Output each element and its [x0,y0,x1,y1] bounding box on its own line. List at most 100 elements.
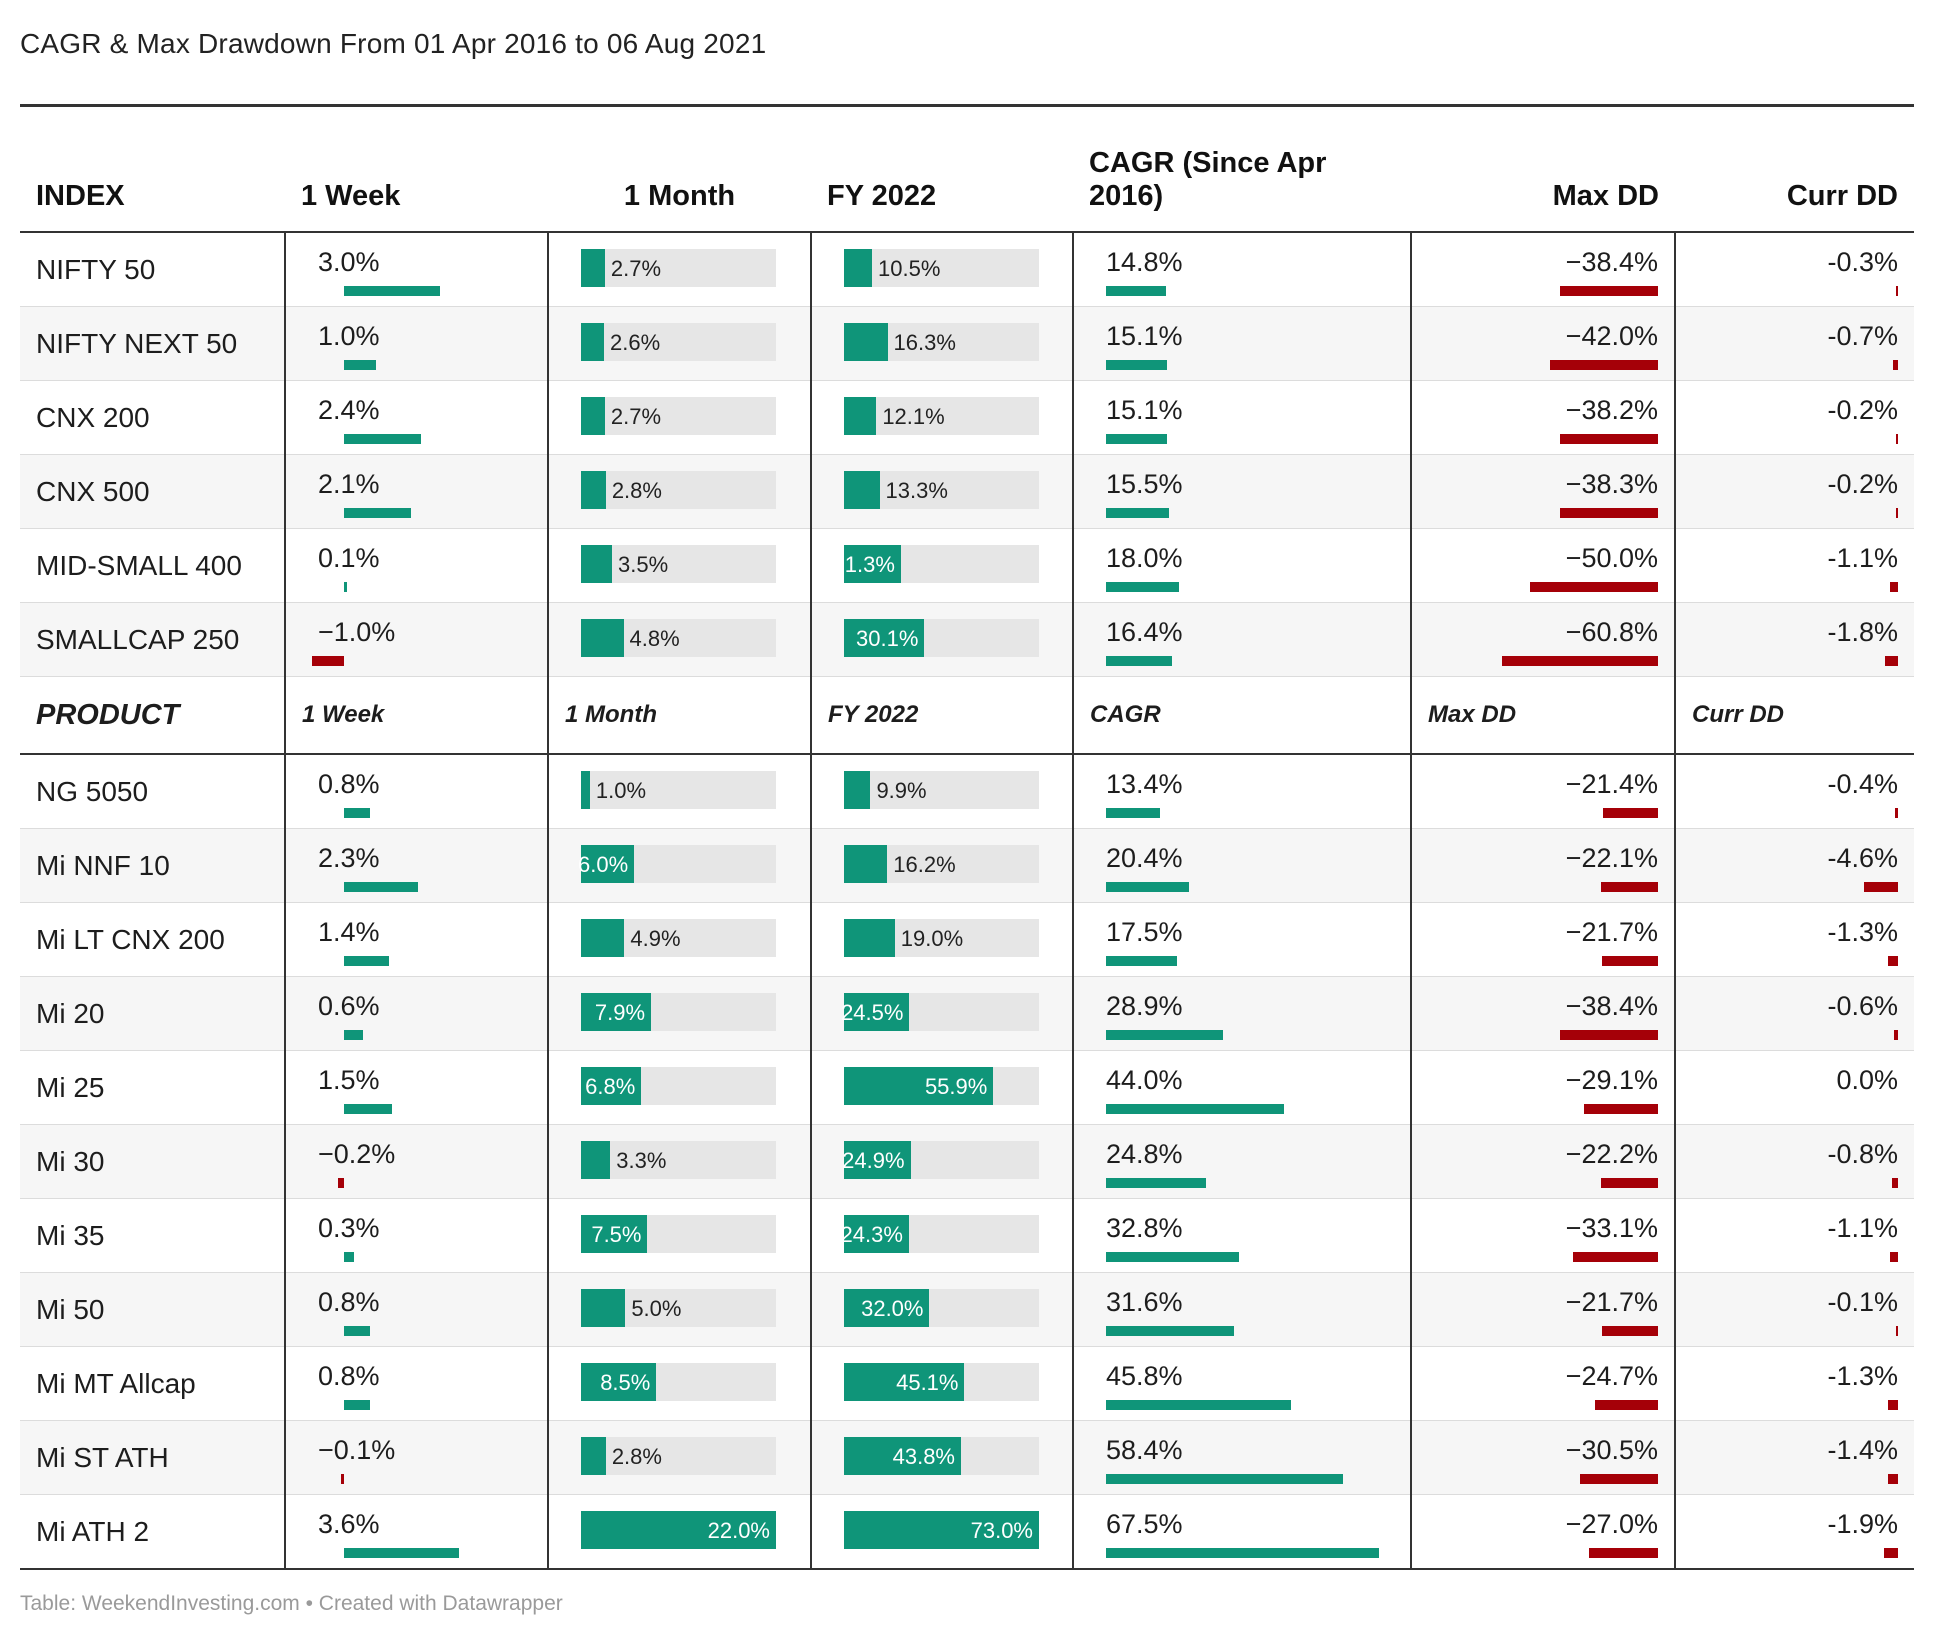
month-track: 2.7% [581,249,776,287]
month-track: 3.3% [581,1141,776,1179]
week-bar [344,1548,460,1558]
month-track: 7.9% [581,993,776,1031]
maxdd-bar [1559,286,1658,296]
currdd-value: -0.3% [1827,247,1898,277]
cagr-bar [1106,1252,1239,1262]
month-value: 2.8% [611,1444,662,1469]
subheader-currdd[interactable]: Curr DD [1674,676,1914,755]
fy-cell: 43.8% [810,1420,1073,1495]
fy-cell: 12.1% [810,380,1073,455]
cagr-bar [1106,1030,1224,1040]
month-cell: 7.9% [547,976,811,1051]
week-value: 3.6% [318,1509,380,1539]
row-name: SMALLCAP 250 [20,602,285,677]
header-fy-2022[interactable]: FY 2022 [811,107,1073,233]
week-bar [344,582,348,592]
fy-track: 21.3% [833,545,1039,583]
subheader-week[interactable]: 1 Week [284,676,548,755]
currdd-cell: -1.8% [1674,602,1914,677]
month-cell: 2.6% [547,306,811,381]
maxdd-value: −21.4% [1565,769,1658,799]
month-fill [581,1141,611,1179]
row-name: MID-SMALL 400 [20,528,285,603]
fy-value: 16.3% [893,330,956,355]
currdd-value: -1.3% [1827,917,1898,947]
month-value: 3.5% [618,552,669,577]
month-fill [581,471,606,509]
fy-value: 10.5% [878,256,941,281]
week-cell: −0.1% [284,1420,548,1495]
fy-track: 24.3% [840,1215,1039,1253]
row-name: CNX 200 [20,380,285,455]
fy-cell: 32.0% [810,1272,1073,1347]
month-cell: 4.8% [547,602,811,677]
cagr-value: 32.8% [1106,1213,1183,1243]
week-bar [344,434,421,444]
product-subheader: PRODUCT 1 Week 1 Month FY 2022 CAGR Max DD Cur… [20,676,1914,755]
maxdd-value: −21.7% [1565,1287,1658,1317]
month-value: 2.7% [610,256,662,281]
month-track: 3.5% [581,545,776,583]
cagr-value: 20.4% [1106,843,1183,873]
currdd-value: -1.1% [1827,1213,1898,1243]
header-max-dd[interactable]: Max DD [1411,107,1675,233]
header-curr-dd[interactable]: Curr DD [1675,107,1914,233]
currdd-value: -1.4% [1827,1435,1898,1465]
header-1-week[interactable]: 1 Week [285,107,548,233]
subheader-maxdd[interactable]: Max DD [1410,676,1675,755]
cagr-value: 14.8% [1106,247,1183,277]
month-track: 5.0% [581,1289,776,1327]
cagr-bar [1106,582,1179,592]
currdd-cell: -0.8% [1674,1124,1914,1199]
cagr-cell: 20.4% [1072,828,1411,903]
currdd-value: -0.1% [1827,1287,1898,1317]
currdd-bar [1895,286,1898,296]
month-track: 4.9% [581,919,776,957]
header-1-month[interactable]: 1 Month [548,107,811,233]
maxdd-bar [1573,1252,1658,1262]
fy-value: 55.9% [924,1074,988,1099]
maxdd-bar [1559,1030,1658,1040]
month-track: 2.7% [581,397,776,435]
fy-value: 24.3% [840,1222,903,1247]
maxdd-bar [1550,360,1658,370]
row-name: Mi 30 [20,1124,285,1199]
currdd-bar [1889,1252,1898,1262]
row-name: Mi LT CNX 200 [20,902,285,977]
week-bar [344,1326,370,1336]
row-name: Mi 50 [20,1272,285,1347]
fy-cell: 24.3% [810,1198,1073,1273]
month-cell: 5.0% [547,1272,811,1347]
cagr-value: 18.0% [1106,543,1183,573]
subheader-product[interactable]: PRODUCT [20,676,285,755]
month-cell: 2.7% [547,380,811,455]
week-bar [340,1474,344,1484]
currdd-value: -0.2% [1827,395,1898,425]
month-fill [581,1363,657,1401]
week-cell: 0.8% [284,1346,548,1421]
fy-fill [844,1067,994,1105]
header-cagr[interactable]: CAGR (Since Apr 2016) [1073,107,1411,233]
month-value: 3.3% [616,1148,667,1173]
subheader-cagr[interactable]: CAGR [1072,676,1411,755]
month-fill [581,919,625,957]
table-row: CNX 200 2.4% 2.7% 12.1% 15.1% −38.2% -0.2% [20,380,1914,455]
currdd-value: 0.0% [1836,1065,1898,1095]
table-row: Mi ATH 2 3.6% 22.0% 73.0% 67.5% −27.0% -1.9% [20,1494,1914,1570]
currdd-value: -0.7% [1827,321,1898,351]
table-row: NIFTY NEXT 50 1.0% 2.6% 16.3% 15.1% −42.0% -0.… [20,306,1914,381]
cagr-value: 15.1% [1106,395,1183,425]
header-index[interactable]: INDEX [20,107,285,233]
fy-value: 19.0% [900,926,964,951]
cagr-bar [1106,360,1168,370]
fy-fill [844,771,871,809]
week-cell: −1.0% [284,602,548,677]
subheader-month[interactable]: 1 Month [547,676,811,755]
row-name: NIFTY NEXT 50 [20,306,285,381]
subheader-fy[interactable]: FY 2022 [810,676,1073,755]
cagr-cell: 45.8% [1072,1346,1411,1421]
maxdd-cell: −33.1% [1410,1198,1675,1273]
week-cell: 1.5% [284,1050,548,1125]
fy-value: 30.1% [856,626,919,651]
